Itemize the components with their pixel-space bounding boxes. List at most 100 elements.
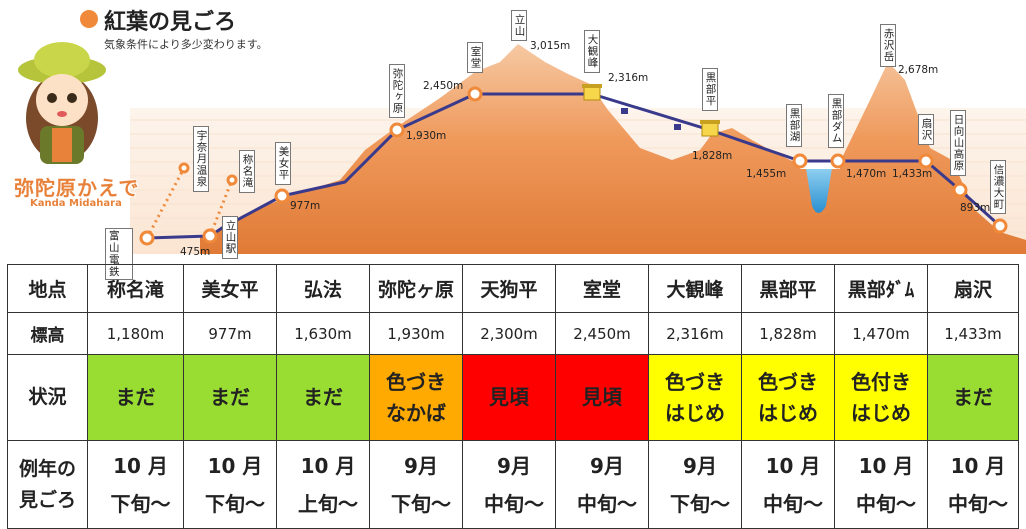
- usual-peak-cell: 10 月下旬〜: [183, 440, 277, 529]
- usual-month: 9月: [497, 453, 531, 478]
- status-line-2: はじめ: [851, 400, 911, 425]
- elev-biyodaira: 977m: [290, 200, 321, 212]
- station-label-shomyo-daki: 称名滝: [239, 150, 255, 193]
- status-line-1: 色付き: [851, 369, 911, 394]
- status-line-1: まだ: [953, 385, 993, 409]
- usual-period: 下旬〜: [205, 491, 265, 516]
- usual-period: 下旬〜: [391, 491, 451, 516]
- header-status: 状況: [7, 354, 88, 441]
- peak-label-tateyama: 立山: [511, 10, 527, 41]
- status-cell: まだ: [927, 354, 1019, 441]
- status-cell: まだ: [87, 354, 184, 441]
- usual-month: 10 月: [950, 453, 1006, 478]
- mascot-roman-name: Kanda Midahara: [30, 198, 122, 209]
- location-name: 室堂: [555, 264, 649, 313]
- route-profile-header: 紅葉の見ごろ 気象条件により多少変わります。 弥陀原かえで Kanda Mida…: [0, 0, 1026, 281]
- station-label-shinano-omachi: 信濃大町: [990, 160, 1006, 214]
- usual-peak-cell: 10 月上旬〜: [276, 440, 370, 529]
- station-label-midagahara: 弥陀ヶ原: [389, 64, 405, 118]
- station-label-biyodaira: 美女平: [275, 142, 291, 185]
- status-cell: 見頃: [555, 354, 649, 441]
- usual-month: 10 月: [207, 453, 263, 478]
- location-name: 称名滝: [87, 264, 184, 313]
- location-name: 美女平: [183, 264, 277, 313]
- kurobe-lake-water: [806, 168, 832, 213]
- status-line-2: はじめ: [758, 400, 818, 425]
- page-subtitle: 気象条件により多少変わります。: [104, 38, 268, 51]
- status-line-1: まだ: [303, 385, 343, 409]
- title-bullet-icon: [80, 10, 98, 28]
- elev-daikanbo: 2,316m: [608, 72, 649, 84]
- header-elevation: 標高: [7, 312, 88, 355]
- usual-peak-cell: 10 月下旬〜: [87, 440, 184, 529]
- station-label-ogisawa: 扇沢: [918, 114, 934, 145]
- usual-month: 10 月: [858, 453, 914, 478]
- status-cell: 見頃: [462, 354, 556, 441]
- station-label-kurobeko: 黒部湖: [786, 104, 802, 147]
- kurobe-dam-wall: [800, 160, 840, 169]
- shomyo-branch: [208, 179, 234, 237]
- unazuki-branch: [145, 167, 186, 239]
- status-line-1: 色づき: [665, 369, 725, 394]
- status-cell: 色付き はじめ: [834, 354, 928, 441]
- usual-period: 下旬〜: [670, 491, 730, 516]
- peak-label-akazawadake: 赤沢岳: [880, 24, 896, 67]
- location-elevation: 1,180m: [87, 312, 184, 355]
- status-line-1: 色づき: [386, 369, 446, 394]
- station-label-unazuki-onsen: 宇奈月温泉: [193, 126, 209, 192]
- location-name: 弘法: [276, 264, 370, 313]
- location-name: 大観峰: [648, 264, 742, 313]
- location-elevation: 1,470m: [834, 312, 928, 355]
- status-line-2: はじめ: [665, 400, 725, 425]
- page-title: 紅葉の見ごろ: [104, 10, 237, 35]
- header-location: 地点: [7, 264, 88, 313]
- station-label-tateyama-eki: 立山駅: [222, 216, 238, 259]
- status-line-1: 見頃: [489, 385, 529, 409]
- usual-period: 中旬〜: [484, 491, 544, 516]
- status-cell: 色づき なかば: [369, 354, 463, 441]
- location-elevation: 2,300m: [462, 312, 556, 355]
- usual-month: 9月: [404, 453, 438, 478]
- status-line-1: まだ: [115, 385, 156, 409]
- station-building-daikanbo: [582, 84, 602, 101]
- usual-peak-cell: 10 月中旬〜: [834, 440, 928, 529]
- header-usual-line-1: 例年の: [18, 458, 76, 481]
- station-label-kurobe-dam: 黒部ダム: [828, 94, 844, 148]
- usual-period: 上旬〜: [298, 491, 358, 516]
- station-nodes: [139, 86, 1008, 246]
- elev-murodo: 2,450m: [423, 80, 464, 92]
- mascot-name: 弥陀原かえで: [14, 176, 140, 200]
- location-elevation: 977m: [183, 312, 277, 355]
- usual-peak-cell: 9月下旬〜: [648, 440, 742, 529]
- location-name: 黒部ﾀﾞﾑ: [834, 264, 928, 313]
- station-label-daikanbo: 大観峰: [584, 30, 600, 73]
- location-elevation: 2,450m: [555, 312, 649, 355]
- usual-period: 中旬〜: [856, 491, 916, 516]
- usual-peak-cell: 10 月中旬〜: [741, 440, 835, 529]
- status-cell: まだ: [276, 354, 370, 441]
- header-usual-line-2: 見ごろ: [18, 488, 76, 511]
- location-name: 扇沢: [927, 264, 1019, 313]
- elev-kurobeko: 1,455m: [746, 168, 787, 180]
- usual-peak-cell: 9月 中旬〜: [555, 440, 649, 529]
- status-line-1: 色づき: [758, 369, 818, 394]
- foliage-status-table: 地点 称名滝 美女平 弘法 弥陀ヶ原 天狗平 室堂 大観峰 黒部平 黒部ﾀﾞﾑ …: [7, 264, 1019, 529]
- location-name: 天狗平: [462, 264, 556, 313]
- location-elevation: 1,828m: [741, 312, 835, 355]
- location-elevation: 1,433m: [927, 312, 1019, 355]
- usual-peak-cell: 9月中旬〜: [462, 440, 556, 529]
- usual-month: 9月: [683, 453, 717, 478]
- station-label-murodo: 室堂: [467, 42, 483, 73]
- location-elevation: 2,316m: [648, 312, 742, 355]
- row-status: 状況 まだ まだ まだ 色づきなかば 見頃 見頃 色づきはじめ 色づきはじめ 色…: [7, 354, 1019, 441]
- usual-month: 10 月: [113, 453, 168, 478]
- header-usual-peak: 例年の 見ごろ: [7, 440, 88, 529]
- usual-period: 中旬〜: [948, 491, 1008, 516]
- status-cell: 色づき はじめ: [741, 354, 835, 441]
- mascot-kaede-illustration: [18, 42, 106, 164]
- usual-period: 下旬〜: [110, 491, 171, 516]
- status-cell: 色づき はじめ: [648, 354, 742, 441]
- elev-tateyama-eki: 475m: [180, 246, 211, 258]
- row-usual-peak: 例年の 見ごろ 10 月下旬〜 10 月下旬〜 10 月上旬〜 9月 下旬〜 9月中…: [7, 440, 1019, 529]
- status-line-2: なかば: [386, 400, 446, 425]
